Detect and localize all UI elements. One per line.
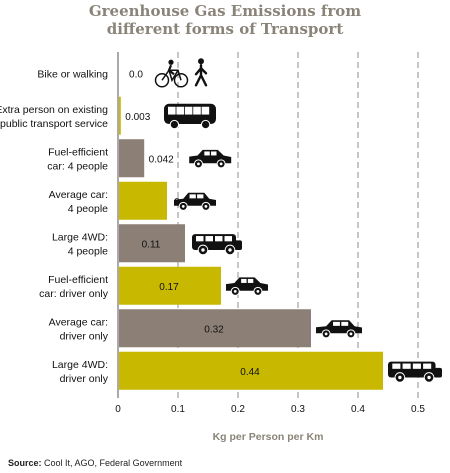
small-car-icon <box>189 149 232 169</box>
source-text: Cool It, AGO, Federal Government <box>44 458 183 468</box>
bar <box>119 139 145 178</box>
category-label: Fuel-efficient <box>48 146 108 158</box>
category-label: 4 people <box>68 203 108 215</box>
bus-icon <box>164 103 216 130</box>
chart-title-line-2: different forms of Transport <box>106 20 344 38</box>
source-note: Source: Cool It, AGO, Federal Government <box>8 458 182 468</box>
category-label: Average car: <box>49 189 108 201</box>
x-tick-label: 0.4 <box>351 404 365 415</box>
data-label: 0.11 <box>142 239 161 250</box>
four-wheel-drive-icon <box>388 361 442 383</box>
category-label: Large 4WD: <box>52 231 108 243</box>
data-label: 0.0 <box>129 69 143 80</box>
category-label: driver only <box>60 373 109 385</box>
category-label: car: 4 people <box>47 160 108 172</box>
data-label: 0.44 <box>240 367 260 378</box>
x-tick-label: 0 <box>115 404 121 415</box>
data-label: 0.17 <box>159 282 179 293</box>
category-label: Bike or walking <box>37 68 108 80</box>
chart-title: Greenhouse Gas Emissions from different … <box>0 2 450 38</box>
chart-title-line-1: Greenhouse Gas Emissions from <box>88 2 362 20</box>
data-label: 0.003 <box>125 112 150 123</box>
category-label: Extra person on existing <box>0 104 108 116</box>
vehicle-icons <box>154 58 442 383</box>
x-axis: 0 0.1 0.2 0.3 0.4 0.5 Kg per Person per Km <box>115 52 425 443</box>
bar <box>119 224 185 263</box>
source-label: Source: <box>8 458 42 468</box>
bicycle-pedestrian-icon <box>154 58 208 88</box>
bar <box>119 181 167 220</box>
x-tick-label: 0.3 <box>291 404 305 415</box>
bar <box>119 351 383 390</box>
sedan-icon <box>316 320 362 339</box>
x-axis-label: Kg per Person per Km <box>213 431 324 443</box>
four-wheel-drive-icon <box>192 234 242 256</box>
data-label: 0.042 <box>149 154 174 165</box>
small-car-icon <box>226 277 268 296</box>
category-label: Large 4WD: <box>52 359 108 371</box>
category-label: driver only <box>60 330 109 342</box>
x-tick-label: 0.1 <box>171 404 185 415</box>
category-label: Average car: <box>49 316 108 328</box>
category-label: car: driver only <box>39 288 109 300</box>
sedan-icon <box>174 192 216 211</box>
category-label: 4 people <box>68 245 108 257</box>
x-tick-label: 0.5 <box>411 404 425 415</box>
category-label: Fuel-efficient <box>48 274 108 286</box>
bar <box>119 266 221 305</box>
data-label: 0.32 <box>204 324 224 335</box>
bar <box>119 309 311 348</box>
category-labels: Bike or walking Extra person on existing p… <box>0 68 109 385</box>
x-tick-label: 0.2 <box>231 404 245 415</box>
bar <box>119 96 121 135</box>
category-label: public transport service <box>0 118 108 130</box>
